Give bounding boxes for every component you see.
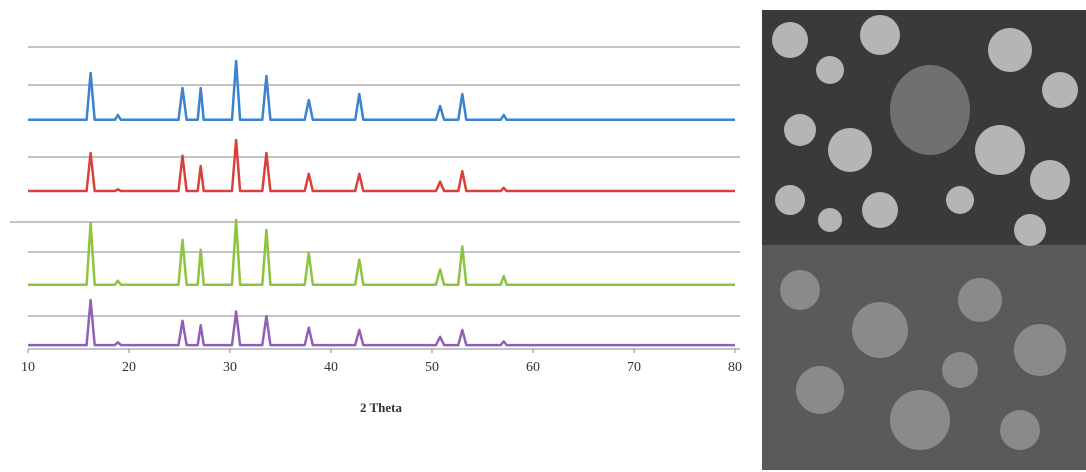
x-tick-label: 10 — [21, 360, 35, 375]
x-tick-label: 60 — [526, 360, 540, 375]
xrd-pattern — [28, 298, 735, 347]
sem-bottom-texture — [780, 270, 1066, 450]
xrd-pattern — [28, 59, 735, 122]
sem-particles — [772, 15, 1078, 246]
sem-image — [762, 10, 1086, 470]
x-tick-label: 30 — [223, 360, 237, 375]
x-tick-label: 40 — [324, 360, 338, 375]
x-tick-label: 80 — [728, 360, 742, 375]
xrd-pattern — [28, 138, 735, 193]
x-tick-label: 70 — [627, 360, 641, 375]
x-tick-label: 50 — [425, 360, 439, 375]
x-tick-label: 20 — [122, 360, 136, 375]
x-axis-label: 2 Theta — [360, 400, 403, 415]
xrd-pattern — [28, 218, 735, 286]
